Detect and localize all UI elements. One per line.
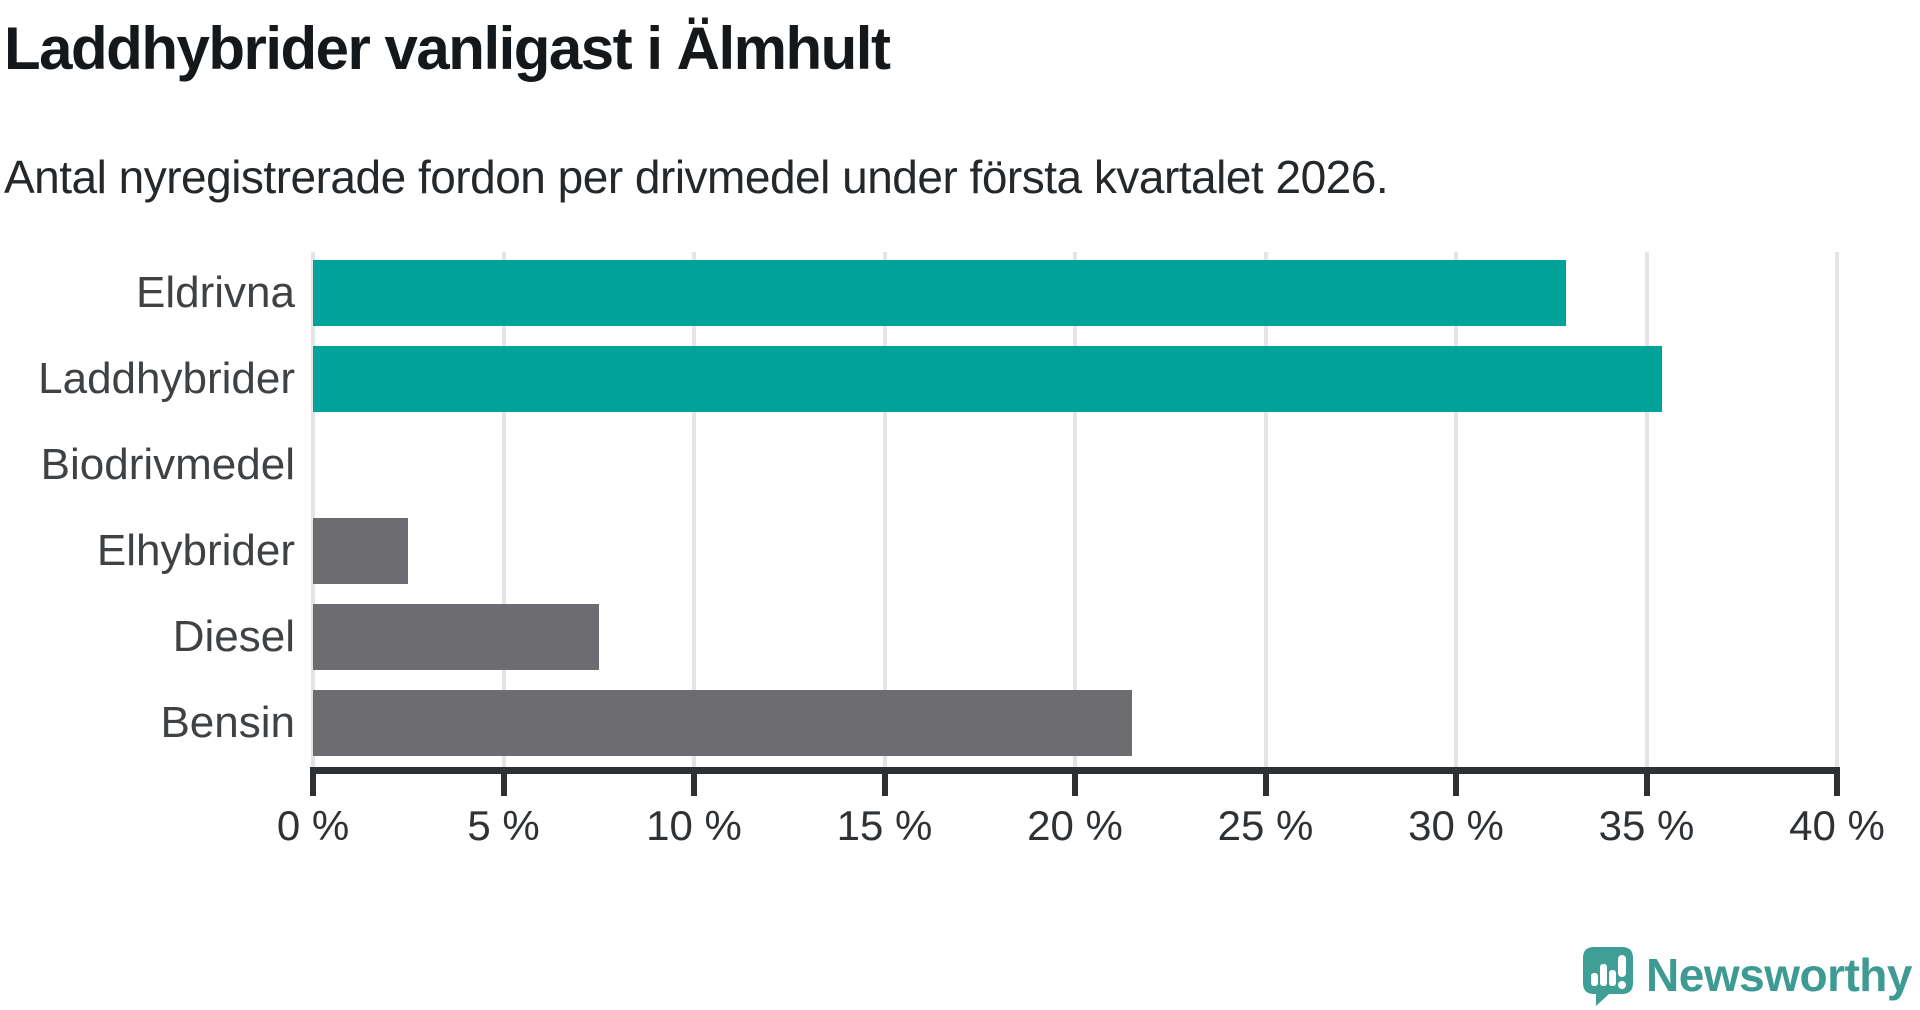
x-axis-tick-10 (691, 767, 697, 796)
x-axis-tick-15 (881, 767, 888, 796)
category-label-laddhybrider: Laddhybrider (38, 354, 295, 403)
gridline-15 (882, 252, 887, 768)
x-axis-tick-label-5: 5 % (467, 802, 540, 849)
x-axis-tick-20 (1072, 767, 1078, 796)
gridline-10 (692, 252, 696, 768)
x-axis-tick-label-25: 25 % (1217, 802, 1314, 849)
x-axis-tick-label-10: 10 % (646, 802, 742, 849)
gridline-0 (311, 252, 315, 768)
logo-exclamation-stem (1618, 955, 1627, 977)
x-axis-tick-40 (1834, 767, 1840, 796)
x-axis-tick-label-40: 40 % (1789, 802, 1885, 849)
x-axis-tick-label-35: 35 % (1598, 802, 1695, 849)
category-label-bensin: Bensin (160, 698, 295, 747)
logo-bar-2 (1600, 964, 1608, 986)
x-axis-tick-35 (1643, 767, 1650, 796)
category-label-diesel: Diesel (172, 612, 295, 661)
logo-bar-1 (1591, 973, 1599, 986)
gridline-30 (1454, 252, 1458, 768)
x-axis-tick-label-15: 15 % (836, 802, 933, 849)
gridline-25 (1263, 252, 1268, 768)
chart-title: Laddhybrider vanligast i Älmhult (4, 15, 891, 82)
x-axis-tick-label-0: 0 % (276, 802, 350, 849)
x-axis-tick-label-30: 30 % (1408, 802, 1504, 849)
x-axis-tick-25 (1262, 767, 1269, 796)
chart-subtitle: Antal nyregistrerade fordon per drivmede… (4, 151, 1389, 203)
category-label-eldrivna: Eldrivna (136, 268, 295, 317)
newsworthy-logo-icon (1583, 947, 1634, 1006)
gridline-20 (1073, 252, 1077, 768)
brand-name: Newsworthy (1646, 949, 1912, 1001)
plot-area (311, 252, 1839, 768)
bar-diesel (313, 604, 599, 670)
x-axis-tick-0 (310, 767, 316, 796)
gridline-35 (1644, 252, 1649, 768)
bar-bensin (313, 690, 1133, 756)
logo-bar-3 (1609, 970, 1617, 986)
bar-laddhybrider (313, 346, 1662, 412)
bar-eldrivna (313, 260, 1567, 326)
gridline-5 (501, 252, 506, 768)
bar-elhybrider (313, 518, 409, 584)
x-axis-tick-5 (500, 767, 507, 796)
category-label-biodrivmedel: Biodrivmedel (40, 440, 295, 489)
x-axis-tick-30 (1453, 767, 1459, 796)
brand-footer: Newsworthy (1582, 946, 1912, 1008)
logo-exclamation-dot (1618, 981, 1627, 989)
category-label-elhybrider: Elhybrider (96, 526, 295, 575)
x-axis-tick-label-20: 20 % (1027, 802, 1123, 849)
gridline-40 (1835, 252, 1839, 768)
